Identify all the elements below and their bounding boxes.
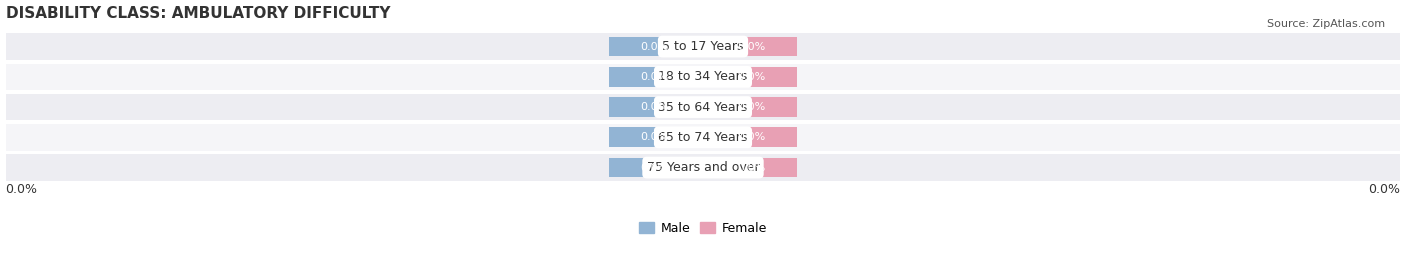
Text: 75 Years and over: 75 Years and over (647, 161, 759, 174)
Text: 0.0%: 0.0% (6, 183, 38, 196)
Text: 0.0%: 0.0% (640, 72, 668, 82)
Bar (706, 37, 797, 56)
Text: 0.0%: 0.0% (738, 42, 766, 52)
Bar (609, 128, 700, 147)
Bar (6, 94, 1400, 121)
Bar (706, 97, 797, 117)
Text: DISABILITY CLASS: AMBULATORY DIFFICULTY: DISABILITY CLASS: AMBULATORY DIFFICULTY (6, 6, 389, 20)
Text: 0.0%: 0.0% (738, 102, 766, 112)
Bar (6, 33, 1400, 60)
Text: 0.0%: 0.0% (640, 162, 668, 173)
Text: Source: ZipAtlas.com: Source: ZipAtlas.com (1267, 19, 1385, 29)
Bar (6, 124, 1400, 151)
Bar (609, 67, 700, 87)
Bar (609, 37, 700, 56)
Text: 0.0%: 0.0% (738, 162, 766, 173)
Text: 65 to 74 Years: 65 to 74 Years (658, 131, 748, 144)
Text: 0.0%: 0.0% (738, 72, 766, 82)
Bar (706, 158, 797, 178)
Text: 18 to 34 Years: 18 to 34 Years (658, 70, 748, 83)
Bar (6, 154, 1400, 181)
Text: 0.0%: 0.0% (640, 132, 668, 142)
Bar (706, 67, 797, 87)
Text: 0.0%: 0.0% (640, 42, 668, 52)
Text: 0.0%: 0.0% (738, 132, 766, 142)
Text: 5 to 17 Years: 5 to 17 Years (662, 40, 744, 53)
Text: 35 to 64 Years: 35 to 64 Years (658, 101, 748, 114)
Bar (609, 97, 700, 117)
Bar (6, 63, 1400, 90)
Bar (609, 158, 700, 178)
Text: 0.0%: 0.0% (1368, 183, 1400, 196)
Bar (706, 128, 797, 147)
Legend: Male, Female: Male, Female (634, 217, 772, 240)
Text: 0.0%: 0.0% (640, 102, 668, 112)
